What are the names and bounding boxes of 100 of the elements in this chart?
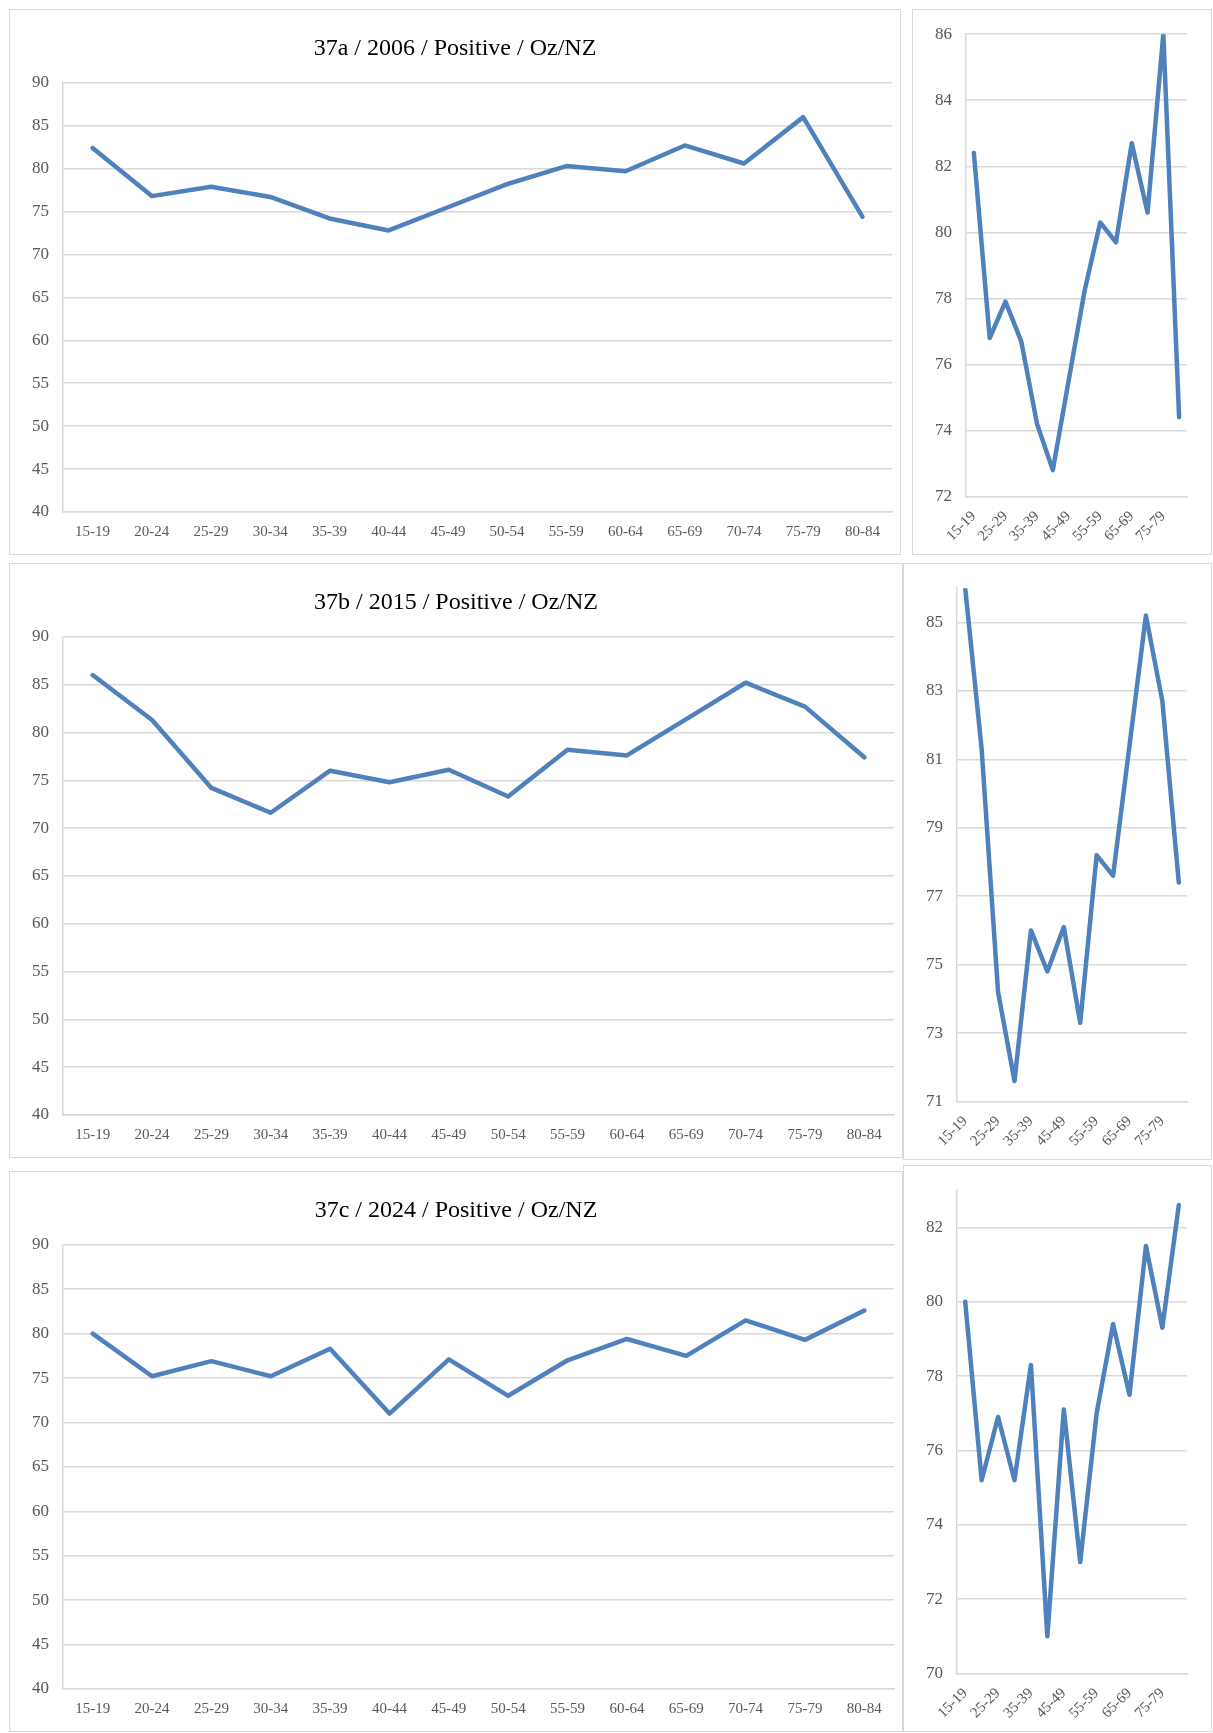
y-tick-label: 60	[32, 913, 49, 933]
y-tick-label: 50	[32, 1589, 49, 1609]
x-tick-label: 50-54	[489, 522, 526, 539]
x-tick-label: 55-59	[550, 1125, 586, 1142]
x-tick-label: 40-44	[371, 1125, 408, 1142]
chart-title: 37a / 2006 / Positive / Oz/NZ	[313, 33, 597, 60]
y-tick-label: 71	[926, 1091, 943, 1110]
x-tick-label: 35-39	[311, 522, 347, 539]
x-tick-label: 20-24	[134, 1699, 171, 1716]
x-tick-label: 75-79	[787, 1699, 823, 1716]
x-tick-label: 70-74	[726, 522, 762, 539]
y-tick-label: 80	[926, 1291, 943, 1311]
x-tick-label: 75-79	[785, 522, 821, 539]
x-tick-label: 25-29	[193, 1125, 229, 1142]
y-tick-label: 85	[32, 115, 49, 135]
y-tick-label: 55	[32, 961, 49, 981]
x-tick-label: 25-29	[193, 522, 229, 539]
x-tick-label: 80-84	[846, 1699, 883, 1716]
y-tick-label: 65	[32, 1456, 49, 1476]
y-tick-label: 40	[32, 501, 49, 521]
y-tick-label: 79	[926, 817, 943, 837]
x-tick-label: 15-19	[75, 1125, 111, 1142]
y-tick-label: 83	[926, 680, 943, 700]
y-tick-label: 76	[926, 1439, 943, 1459]
y-tick-label: 86	[935, 23, 952, 43]
y-tick-label: 45	[32, 1634, 49, 1654]
x-tick-label: 65-69	[668, 1125, 704, 1142]
y-tick-label: 84	[935, 89, 953, 109]
y-tick-label: 72	[926, 1588, 943, 1608]
x-tick-label: 55-59	[548, 522, 584, 539]
y-tick-label: 80	[32, 721, 49, 741]
x-tick-label: 35-39	[312, 1125, 348, 1142]
x-tick-label: 80-84	[844, 522, 881, 539]
y-tick-label: 70	[926, 1663, 943, 1682]
x-tick-label: 30-34	[253, 1125, 289, 1142]
x-tick-label: 75-79	[787, 1125, 823, 1142]
x-tick-label: 45-49	[431, 1125, 467, 1142]
y-tick-label: 80	[935, 221, 952, 241]
x-tick-label: 45-49	[431, 1699, 467, 1716]
y-tick-label: 85	[926, 611, 943, 631]
y-tick-label: 50	[32, 415, 49, 435]
x-tick-label: 55-59	[550, 1699, 586, 1716]
y-tick-label: 81	[926, 748, 943, 768]
y-tick-label: 70	[32, 243, 49, 263]
y-tick-label: 74	[935, 419, 953, 439]
x-tick-label: 45-49	[430, 522, 466, 539]
y-tick-label: 65	[32, 286, 49, 306]
y-tick-label: 82	[926, 1216, 943, 1236]
y-tick-label: 78	[926, 1365, 943, 1385]
x-tick-label: 35-39	[312, 1699, 348, 1716]
y-tick-label: 55	[32, 1545, 49, 1565]
y-tick-label: 90	[32, 72, 49, 92]
y-tick-label: 77	[926, 885, 944, 905]
y-tick-label: 75	[32, 201, 49, 221]
x-tick-label: 50-54	[490, 1125, 527, 1142]
y-tick-label: 75	[926, 954, 943, 974]
y-tick-label: 60	[32, 1500, 49, 1520]
x-tick-label: 20-24	[134, 522, 170, 539]
y-tick-label: 40	[32, 1678, 49, 1698]
x-tick-label: 40-44	[371, 522, 407, 539]
y-tick-label: 60	[32, 329, 49, 349]
x-tick-label: 20-24	[134, 1125, 171, 1142]
y-tick-label: 74	[926, 1514, 944, 1534]
y-tick-label: 73	[926, 1022, 943, 1042]
x-tick-label: 25-29	[193, 1699, 229, 1716]
y-tick-label: 50	[32, 1008, 49, 1028]
y-tick-label: 72	[935, 486, 952, 505]
y-tick-label: 85	[32, 674, 49, 694]
y-tick-label: 55	[32, 372, 49, 392]
x-tick-label: 65-69	[667, 522, 703, 539]
y-tick-label: 82	[935, 155, 952, 175]
x-tick-label: 15-19	[75, 522, 111, 539]
x-tick-label: 60-64	[609, 1125, 645, 1142]
y-tick-label: 85	[32, 1278, 49, 1298]
y-tick-label: 45	[32, 458, 49, 478]
x-tick-label: 70-74	[728, 1699, 764, 1716]
y-tick-label: 78	[935, 287, 952, 307]
y-tick-label: 76	[935, 353, 952, 373]
y-tick-label: 75	[32, 1367, 49, 1387]
chart-title: 37c / 2024 / Positive / Oz/NZ	[314, 1195, 598, 1222]
x-tick-label: 60-64	[609, 1699, 645, 1716]
y-tick-label: 70	[32, 817, 49, 837]
x-tick-label: 30-34	[252, 522, 289, 539]
y-tick-label: 45	[32, 1056, 49, 1076]
y-tick-label: 40	[32, 1104, 49, 1124]
x-tick-label: 70-74	[728, 1125, 764, 1142]
y-tick-label: 80	[32, 158, 49, 178]
x-tick-label: 15-19	[75, 1699, 111, 1716]
x-tick-label: 30-34	[253, 1699, 289, 1716]
x-tick-label: 80-84	[846, 1125, 883, 1142]
y-tick-label: 75	[32, 769, 49, 789]
y-tick-label: 80	[32, 1323, 49, 1343]
x-tick-label: 50-54	[490, 1699, 527, 1716]
x-tick-label: 65-69	[668, 1699, 704, 1716]
y-tick-label: 70	[32, 1411, 49, 1431]
y-tick-label: 65	[32, 865, 49, 885]
x-tick-label: 60-64	[608, 522, 644, 539]
chart-title: 37b / 2015 / Positive / Oz/NZ	[314, 587, 598, 614]
x-tick-label: 40-44	[371, 1699, 408, 1716]
y-tick-label: 90	[32, 1234, 49, 1254]
